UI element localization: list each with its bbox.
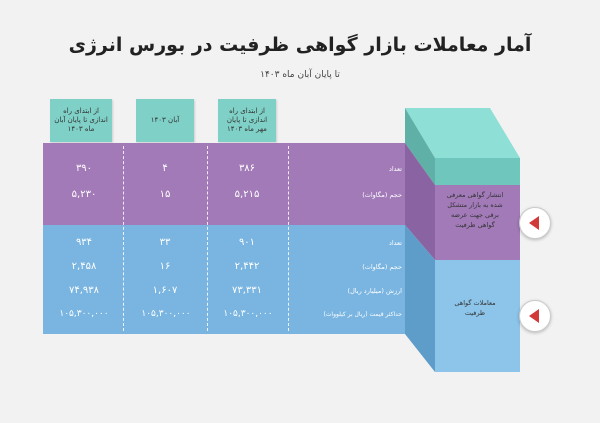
cell-value: ۵,۲۳۰ <box>71 189 97 200</box>
page-title: آمار معاملات بازار گواهی ظرفیت در بورس ا… <box>68 34 532 56</box>
cell-value: ۴ <box>162 163 168 174</box>
cell-value: ۱۰۵,۳۰۰,۰۰۰ <box>141 309 191 319</box>
column-divider <box>123 146 124 331</box>
row-label: حداکثر قیمت (ریال بر کیلووات) <box>323 311 402 318</box>
cell-value: ۱۶ <box>159 261 171 272</box>
purple-panel-arrow-button[interactable] <box>519 207 551 239</box>
box-top-face <box>405 108 520 158</box>
box-blue-front <box>435 260 520 372</box>
left-arrow-icon <box>529 216 539 230</box>
column-header-prev-total: از ابتدای راه اندازی تا پایان مهر ماه ۱۴… <box>218 99 276 142</box>
box-blue-side <box>405 225 435 372</box>
cell-value: ۲,۴۴۲ <box>234 261 260 272</box>
blue-panel-label: معاملات گواهی ظرفیت <box>454 299 496 318</box>
row-label: تعداد <box>388 165 402 173</box>
column-header-total: از ابتدای راه اندازی تا پایان آبان ماه ۱… <box>50 99 112 142</box>
cell-value: ۵,۲۱۵ <box>234 189 260 200</box>
row-label: حجم (مگاوات) <box>362 191 402 199</box>
page-subtitle: تا پایان آبان ماه ۱۴۰۳ <box>260 70 340 80</box>
cell-value: ۷۴,۹۳۸ <box>68 285 100 296</box>
purple-band <box>43 143 405 225</box>
folded-box-graphic <box>405 108 520 372</box>
row-label: تعداد <box>388 239 402 247</box>
cell-value: ۱۵ <box>159 189 171 200</box>
column-divider <box>207 146 208 331</box>
column-divider <box>288 146 289 331</box>
cell-value: ۳۳ <box>159 237 171 248</box>
purple-panel-label: انتشار گواهی معرفی شده به بازار متشکل بر… <box>446 191 504 230</box>
blue-panel-arrow-button[interactable] <box>519 300 551 332</box>
cell-value: ۹۰۱ <box>238 237 256 248</box>
cell-value: ۱,۶۰۷ <box>152 285 178 296</box>
row-label: ارزش (میلیارد ریال) <box>347 287 402 295</box>
cell-value: ۲,۴۵۸ <box>71 261 97 272</box>
left-arrow-icon <box>529 309 539 323</box>
column-header-month: آبان ۱۴۰۳ <box>136 99 194 142</box>
box-purple-front <box>435 185 520 260</box>
cell-value: ۹۳۴ <box>75 237 93 248</box>
blue-band <box>43 225 405 334</box>
cell-value: ۳۸۶ <box>238 163 256 174</box>
box-teal-side <box>405 108 435 185</box>
box-teal-front <box>435 158 520 185</box>
cell-value: ۱۰۵,۳۰۰,۰۰۰ <box>223 309 273 319</box>
box-purple-side <box>405 143 435 260</box>
row-label: حجم (مگاوات) <box>362 263 402 271</box>
cell-value: ۷۳,۳۳۱ <box>231 285 263 296</box>
cell-value: ۳۹۰ <box>75 163 93 174</box>
cell-value: ۱۰۵,۳۰۰,۰۰۰ <box>59 309 109 319</box>
